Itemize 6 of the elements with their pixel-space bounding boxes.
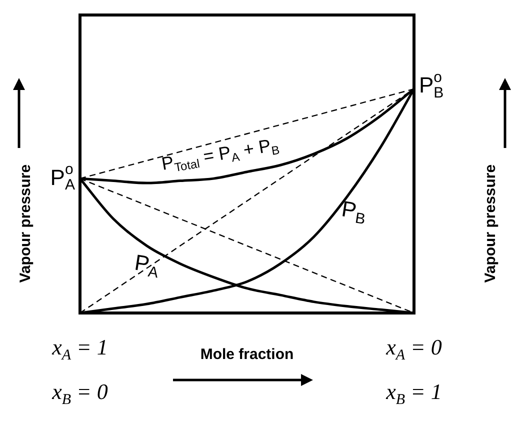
y2-axis-title: Vapour pressure bbox=[482, 164, 500, 283]
x-axis-title: Mole fraction bbox=[200, 346, 294, 363]
y-axis-title: Vapour pressure bbox=[17, 164, 34, 283]
annotation: PA bbox=[132, 250, 160, 282]
annotation: PB bbox=[340, 196, 366, 228]
annotation: PTotal = PA + PB bbox=[160, 136, 281, 175]
